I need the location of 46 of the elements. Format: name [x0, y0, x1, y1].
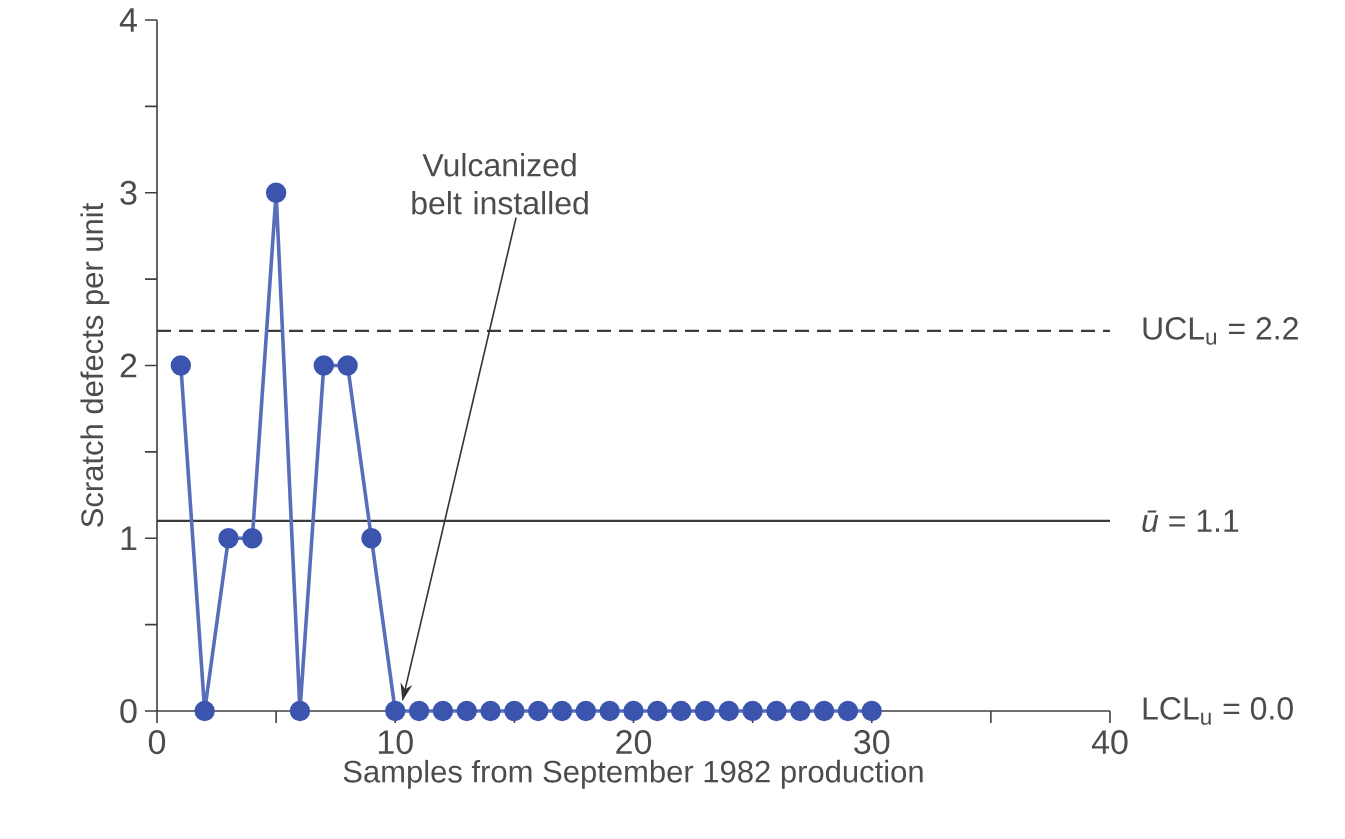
y-tick-label: 4 — [119, 8, 137, 32]
y-tick-label: 1 — [121, 526, 137, 550]
point — [504, 700, 525, 722]
point — [170, 355, 192, 376]
x-tick-label: 30 — [854, 730, 890, 755]
point — [289, 700, 311, 722]
point — [194, 700, 215, 722]
point — [718, 700, 739, 722]
point — [599, 700, 620, 722]
point — [670, 700, 692, 722]
point — [766, 700, 787, 722]
x-tick-label: 0 — [148, 730, 166, 755]
point — [742, 700, 763, 722]
annotation: Vulcanized belt installed — [412, 153, 588, 215]
x-axis-title: Samples from September 1982 production — [343, 759, 923, 789]
x-tick-label: 10 — [378, 730, 413, 755]
point — [313, 355, 334, 376]
point — [694, 700, 716, 722]
point — [813, 700, 835, 722]
point — [647, 700, 668, 722]
point — [790, 700, 811, 722]
point — [432, 700, 454, 722]
text: LCL$_{u}$ = 0.0 — [1143, 697, 1293, 725]
point — [575, 700, 597, 722]
point — [242, 528, 263, 549]
x-tick-label: 20 — [616, 730, 652, 755]
point — [408, 700, 430, 722]
point — [385, 700, 406, 722]
point — [837, 700, 859, 722]
y-tick-label: 3 — [120, 180, 137, 205]
point — [218, 528, 239, 549]
point — [551, 700, 573, 722]
point — [528, 700, 549, 722]
point — [337, 355, 358, 376]
point — [480, 700, 501, 722]
point — [456, 700, 477, 722]
ref-line-label: UCL$_{u}$ = 2.2 — [1143, 317, 1298, 345]
point — [265, 182, 287, 203]
point — [623, 700, 644, 722]
y-axis-title: Scratch defects per unit — [80, 202, 110, 527]
x-tick-label: 40 — [1091, 730, 1128, 755]
point — [361, 528, 382, 549]
point — [861, 700, 882, 722]
ref-line-label: ū = 1.1 — [1142, 509, 1239, 533]
y-tick-label: 0 — [120, 698, 137, 724]
y-tick-label: 2 — [120, 353, 137, 378]
